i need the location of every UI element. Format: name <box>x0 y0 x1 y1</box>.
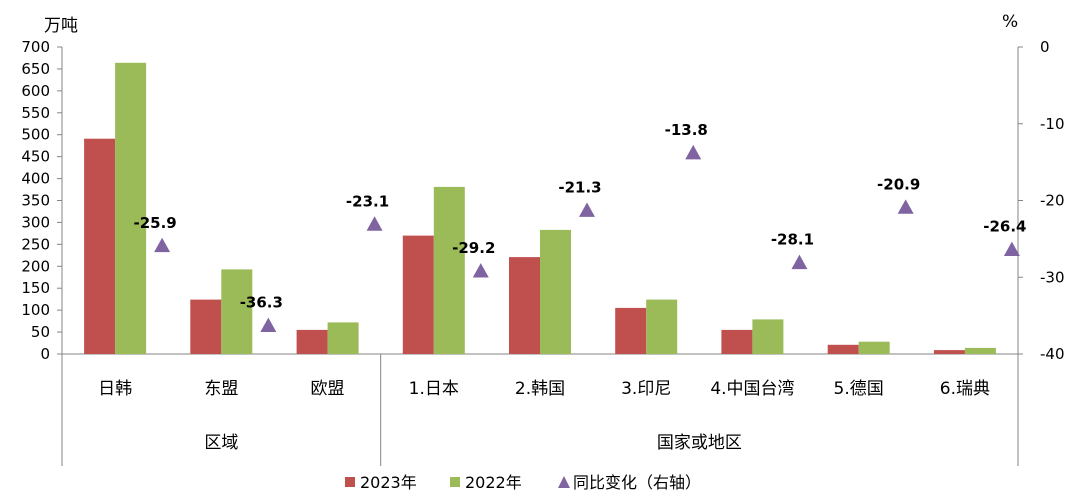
change-marker <box>366 216 383 231</box>
bar-2022 <box>327 322 359 354</box>
bar-2022 <box>964 347 996 354</box>
left-tick-label: 50 <box>31 323 50 341</box>
right-tick-label: -20 <box>1040 192 1065 210</box>
bars <box>84 62 996 355</box>
legend-swatch-2022 <box>450 477 460 487</box>
legend-label: 2022年 <box>465 473 522 492</box>
category-labels: 日韩 东盟 欧盟 1.日本 2.韩国 3.印尼 4.中国台湾 5.德国 6.瑞典 <box>98 379 990 399</box>
left-tick-label: 650 <box>21 60 50 78</box>
right-tick-label: -40 <box>1040 345 1065 363</box>
change-data-label: -36.3 <box>240 294 283 312</box>
left-tick-label: 250 <box>21 235 50 253</box>
change-data-label: -13.8 <box>665 121 708 139</box>
left-axis-unit: 万吨 <box>44 16 78 36</box>
change-marker <box>579 202 595 217</box>
category-label: 1.日本 <box>409 379 459 399</box>
right-axis-ticks: -40 -30 -20 -10 0 <box>1018 38 1065 363</box>
change-marker <box>154 237 171 253</box>
left-tick-label: 600 <box>21 82 50 100</box>
bar-2023 <box>509 257 540 354</box>
change-data-label: -29.2 <box>452 239 495 257</box>
change-markers: -25.9 -36.3 -23.1 -29.2 -21.3 -13.8 -28.1 -20.9… <box>133 121 1027 333</box>
change-marker <box>897 199 914 214</box>
change-marker <box>685 144 702 160</box>
right-axis-unit: % <box>1002 12 1018 32</box>
change-data-label: -23.1 <box>346 192 389 210</box>
category-label: 日韩 <box>98 379 132 399</box>
bar-2023 <box>721 329 753 354</box>
left-tick-label: 450 <box>21 148 50 166</box>
right-tick-label: 0 <box>1040 38 1050 56</box>
bar-2022 <box>221 269 253 354</box>
change-data-label: -26.4 <box>983 218 1026 236</box>
change-data-label: -21.3 <box>558 178 601 196</box>
bar-2022 <box>752 319 784 354</box>
bar-2022 <box>858 341 890 354</box>
change-data-label: -28.1 <box>771 231 814 249</box>
bar-2023 <box>190 299 222 354</box>
category-label: 6.瑞典 <box>940 379 990 399</box>
group-label: 区域 <box>204 433 238 453</box>
change-data-label: -20.9 <box>877 175 920 193</box>
right-tick-label: -10 <box>1040 115 1065 133</box>
left-tick-label: 150 <box>21 279 50 297</box>
change-marker <box>1003 241 1020 257</box>
group-labels: 区域 国家或地区 <box>61 354 1019 466</box>
legend-swatch-2023 <box>345 477 355 487</box>
left-tick-label: 700 <box>21 38 50 56</box>
category-label: 5.德国 <box>834 379 884 399</box>
category-label: 东盟 <box>204 379 238 399</box>
category-label: 2.韩国 <box>515 379 565 399</box>
bar-2023 <box>296 329 328 354</box>
legend-label: 2023年 <box>360 473 417 492</box>
legend-marker-change <box>558 476 570 488</box>
bar-2023 <box>615 307 647 354</box>
bar-2022 <box>115 62 147 355</box>
change-marker <box>791 254 808 270</box>
category-label: 欧盟 <box>311 379 345 399</box>
bar-2022 <box>646 299 678 354</box>
legend: 2023年 2022年 同比变化（右轴） <box>345 473 701 492</box>
bar-2023 <box>933 350 965 354</box>
left-tick-label: 0 <box>40 345 50 363</box>
change-marker <box>260 317 277 333</box>
left-tick-label: 500 <box>21 126 50 144</box>
bar-2023 <box>84 138 116 354</box>
group-label: 国家或地区 <box>657 433 742 453</box>
right-tick-label: -30 <box>1040 268 1065 286</box>
left-tick-label: 550 <box>21 104 50 122</box>
left-tick-label: 300 <box>21 213 50 231</box>
left-tick-label: 100 <box>21 301 50 319</box>
bar-2023 <box>827 344 859 354</box>
change-marker <box>472 263 489 278</box>
left-tick-label: 200 <box>21 257 50 275</box>
left-axis-ticks: 0 50 100 150 200 250 300 350 400 450 500 550 600 650 7… <box>21 38 62 363</box>
category-label: 3.印尼 <box>621 379 671 399</box>
bar-2023 <box>402 235 434 354</box>
legend-label: 同比变化（右轴） <box>573 473 701 492</box>
left-tick-label: 400 <box>21 170 50 188</box>
bar-2022 <box>540 229 571 354</box>
left-tick-label: 350 <box>21 192 50 210</box>
category-label: 4.中国台湾 <box>710 379 794 399</box>
change-data-label: -25.9 <box>133 214 176 232</box>
bar-2022 <box>433 186 465 354</box>
